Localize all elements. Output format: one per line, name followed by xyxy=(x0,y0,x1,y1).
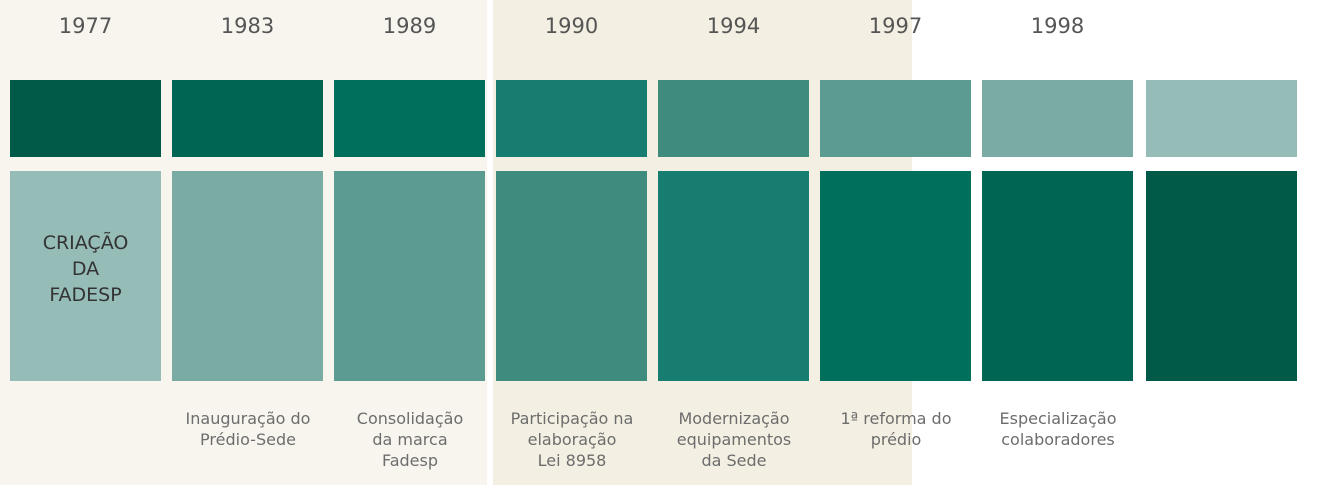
box-text: CRIAÇÃO DA FADESP xyxy=(10,230,161,308)
caption: 1ª reforma do prédio xyxy=(815,408,977,450)
caption-line: elaboração xyxy=(527,430,617,449)
caption: Especialização colaboradores xyxy=(977,408,1139,450)
bottom-block xyxy=(1146,171,1297,381)
caption: Inauguração do Prédio-Sede xyxy=(167,408,329,450)
caption-line: Inauguração do xyxy=(185,409,311,428)
bottom-block xyxy=(496,171,647,381)
bottom-block xyxy=(658,171,809,381)
caption-line: prédio xyxy=(870,430,922,449)
caption: Consolidação da marca Fadesp xyxy=(329,408,491,471)
bottom-block xyxy=(982,171,1133,381)
caption-line: da Sede xyxy=(701,451,767,470)
year: 1983 xyxy=(220,14,275,38)
year: 1997 xyxy=(868,14,923,38)
bottom-block xyxy=(172,171,323,381)
caption-line: Lei 8958 xyxy=(537,451,607,470)
caption-line: equipamentos xyxy=(676,430,792,449)
caption-line: Especialização xyxy=(999,409,1117,428)
top-block xyxy=(334,80,485,157)
top-block xyxy=(1146,80,1297,157)
caption-line: da marca xyxy=(372,430,448,449)
top-block xyxy=(10,80,161,157)
caption: Modernização equipamentos da Sede xyxy=(653,408,815,471)
bottom-block xyxy=(334,171,485,381)
box-text-line: CRIAÇÃO xyxy=(42,232,129,254)
caption-line: colaboradores xyxy=(1001,430,1115,449)
top-block xyxy=(982,80,1133,157)
year: 1977 xyxy=(58,14,113,38)
caption-line: Modernização xyxy=(678,409,790,428)
caption: Participação na elaboração Lei 8958 xyxy=(491,408,653,471)
box-text-line: DA xyxy=(71,258,100,280)
top-block xyxy=(820,80,971,157)
caption-line: Fadesp xyxy=(381,451,439,470)
top-block xyxy=(172,80,323,157)
bottom-block xyxy=(10,171,161,381)
year: 1994 xyxy=(706,14,761,38)
box-text-line: FADESP xyxy=(49,284,122,306)
caption-line: Prédio-Sede xyxy=(200,430,296,449)
year: 1989 xyxy=(382,14,437,38)
bottom-block xyxy=(820,171,971,381)
year: 1990 xyxy=(544,14,599,38)
year: 1998 xyxy=(1030,14,1085,38)
top-block xyxy=(496,80,647,157)
top-block xyxy=(658,80,809,157)
caption-line: Participação na xyxy=(510,409,634,428)
caption-line: 1ª reforma do xyxy=(840,409,952,428)
caption-line: Consolidação xyxy=(356,409,464,428)
